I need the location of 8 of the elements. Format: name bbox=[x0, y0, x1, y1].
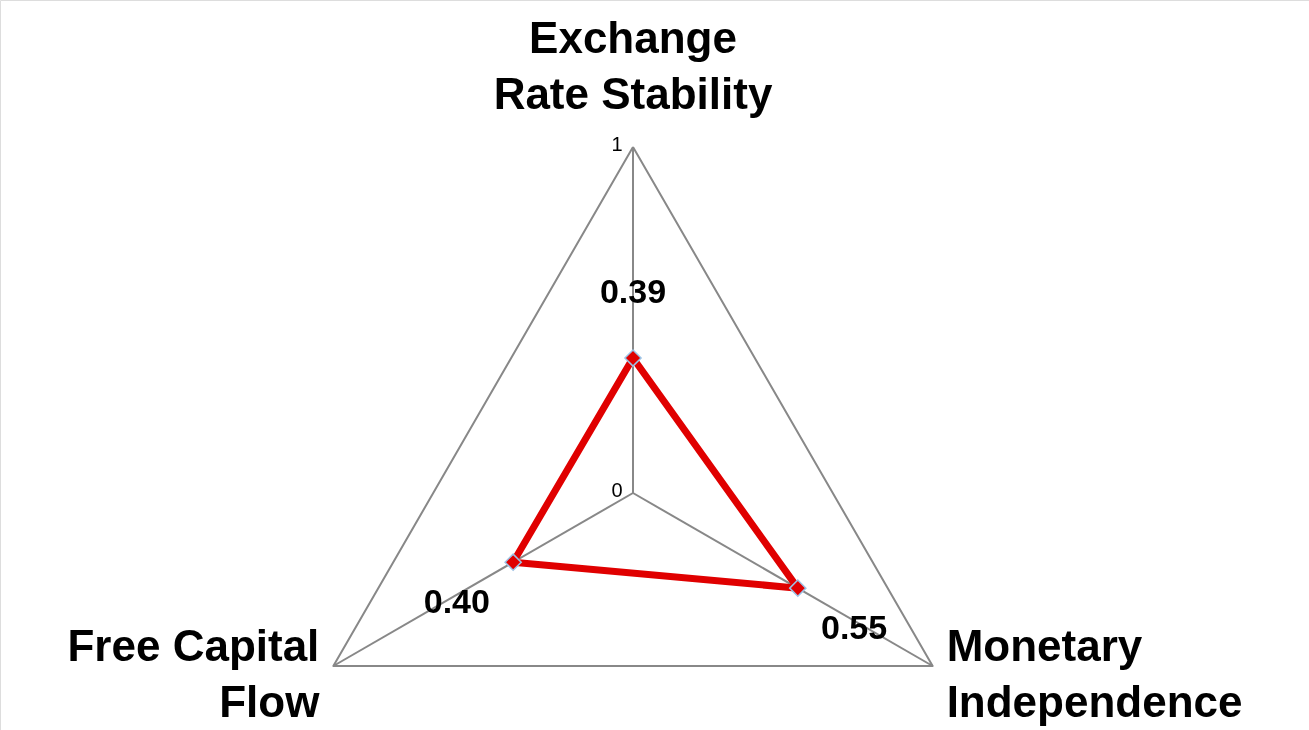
y-tick-label: 1 bbox=[611, 133, 623, 155]
y-tick-label: 0 bbox=[611, 479, 623, 501]
data-label: 0.39 bbox=[599, 272, 667, 311]
data-label: 0.55 bbox=[821, 607, 888, 646]
spoke-label: Monetary Independence bbox=[946, 621, 1243, 726]
spoke-label: Free Capital Flow bbox=[67, 621, 321, 726]
spoke-label: Exchange Rate Stability bbox=[493, 13, 773, 118]
data-label: 0.40 bbox=[423, 581, 490, 620]
